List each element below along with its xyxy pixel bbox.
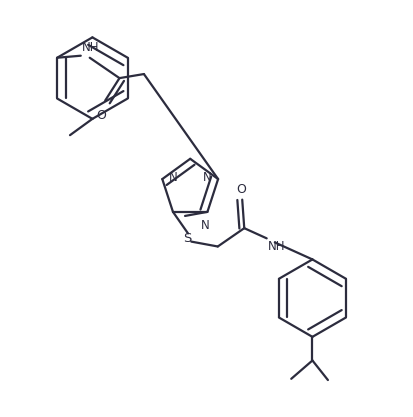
Text: N: N: [169, 171, 177, 184]
Text: S: S: [183, 232, 191, 245]
Text: NH: NH: [82, 41, 100, 54]
Text: N: N: [201, 219, 210, 232]
Text: O: O: [96, 109, 106, 122]
Text: N: N: [203, 171, 212, 184]
Text: NH: NH: [268, 240, 285, 253]
Text: O: O: [237, 183, 246, 196]
